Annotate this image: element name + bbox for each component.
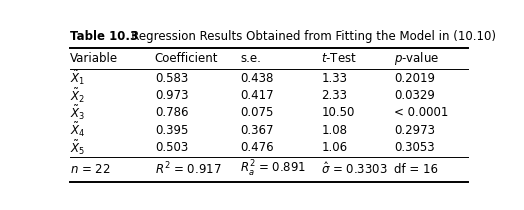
Text: 2.33: 2.33 <box>321 89 347 102</box>
Text: df = 16: df = 16 <box>395 163 439 176</box>
Text: 0.3053: 0.3053 <box>395 141 435 154</box>
Text: < 0.0001: < 0.0001 <box>395 106 449 119</box>
Text: $\tilde{X}_4$: $\tilde{X}_4$ <box>70 121 85 139</box>
Text: $t$-Test: $t$-Test <box>321 52 357 65</box>
Text: 0.395: 0.395 <box>155 124 188 137</box>
Text: Variable: Variable <box>70 52 118 65</box>
Text: 0.973: 0.973 <box>155 89 188 102</box>
Text: 1.08: 1.08 <box>321 124 347 137</box>
Text: 0.438: 0.438 <box>240 72 274 85</box>
Text: 1.06: 1.06 <box>321 141 347 154</box>
Text: 0.476: 0.476 <box>240 141 274 154</box>
Text: 0.583: 0.583 <box>155 72 188 85</box>
Text: Regression Results Obtained from Fitting the Model in (10.10): Regression Results Obtained from Fitting… <box>121 30 496 43</box>
Text: Table 10.3: Table 10.3 <box>70 30 138 43</box>
Text: 0.075: 0.075 <box>240 106 274 119</box>
Text: $R^2$ = 0.917: $R^2$ = 0.917 <box>155 161 222 178</box>
Text: $\tilde{X}_1$: $\tilde{X}_1$ <box>70 69 85 87</box>
Text: $p$-value: $p$-value <box>395 50 440 67</box>
Text: 10.50: 10.50 <box>321 106 355 119</box>
Text: 0.367: 0.367 <box>240 124 274 137</box>
Text: 0.417: 0.417 <box>240 89 274 102</box>
Text: $\hat{\sigma}$ = 0.3303: $\hat{\sigma}$ = 0.3303 <box>321 161 388 177</box>
Text: 0.0329: 0.0329 <box>395 89 435 102</box>
Text: 1.33: 1.33 <box>321 72 347 85</box>
Text: $n$ = 22: $n$ = 22 <box>70 163 110 176</box>
Text: 0.786: 0.786 <box>155 106 188 119</box>
Text: $R_a^2$ = 0.891: $R_a^2$ = 0.891 <box>240 159 306 180</box>
Text: $\tilde{X}_3$: $\tilde{X}_3$ <box>70 104 85 122</box>
Text: 0.503: 0.503 <box>155 141 188 154</box>
Text: 0.2973: 0.2973 <box>395 124 435 137</box>
Text: s.e.: s.e. <box>240 52 261 65</box>
Text: Coefficient: Coefficient <box>155 52 219 65</box>
Text: 0.2019: 0.2019 <box>395 72 435 85</box>
Text: $\tilde{X}_2$: $\tilde{X}_2$ <box>70 86 85 105</box>
Text: $\tilde{X}_5$: $\tilde{X}_5$ <box>70 138 85 157</box>
